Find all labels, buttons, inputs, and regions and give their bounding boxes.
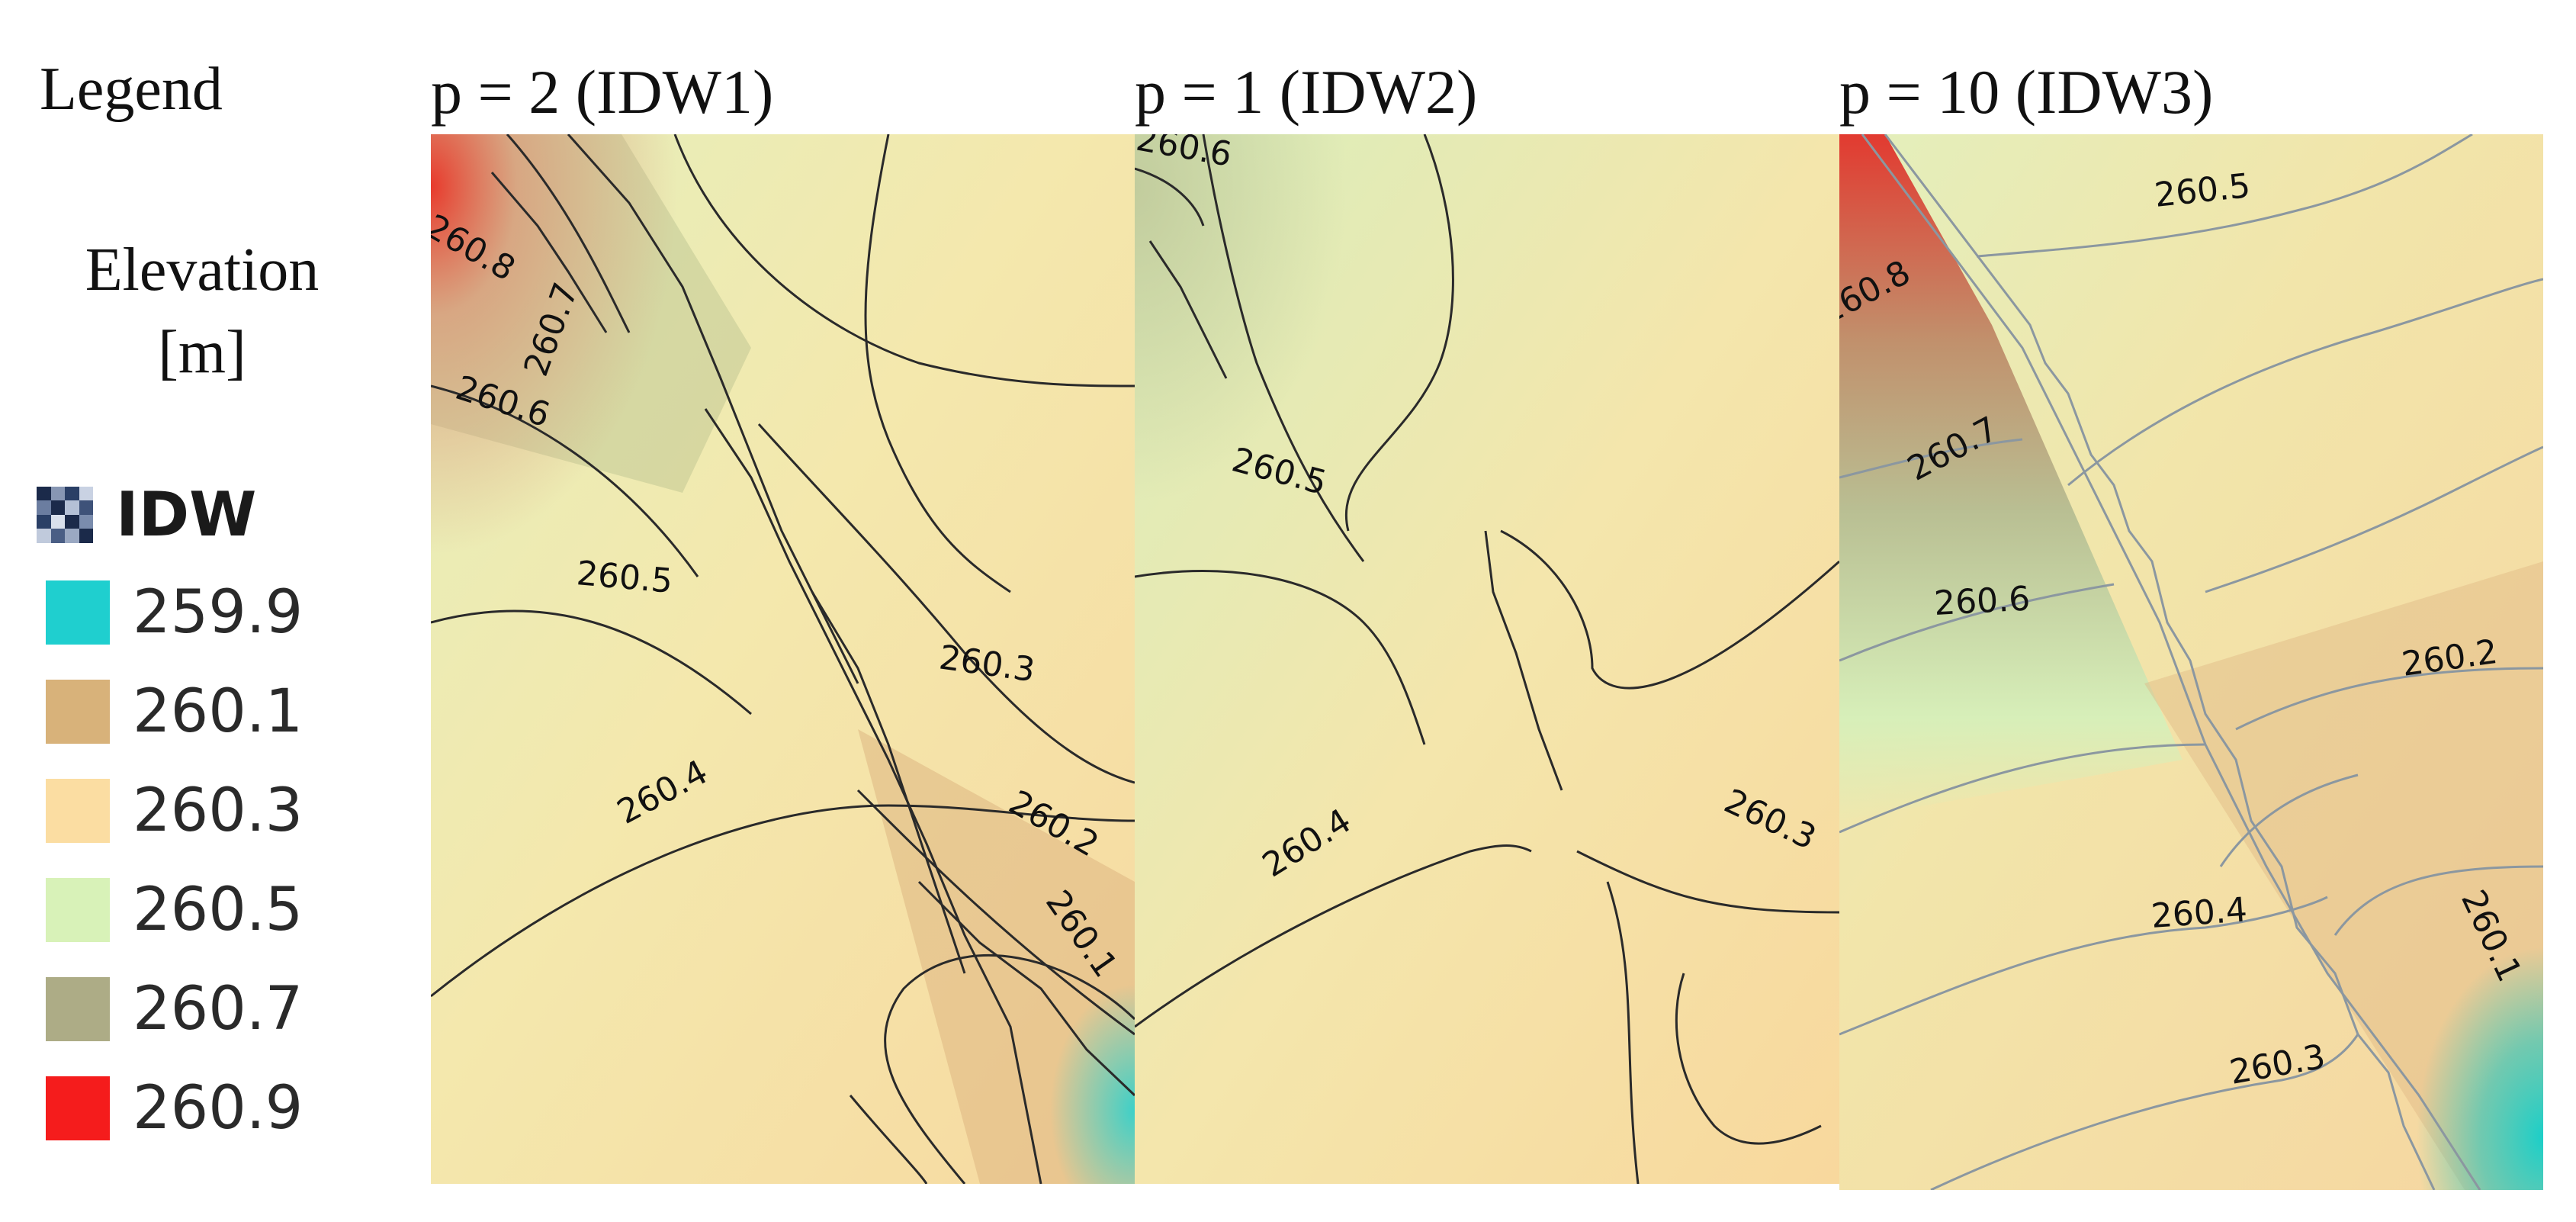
legend-swatch <box>46 1076 110 1140</box>
legend-item: 260.1 <box>46 677 303 746</box>
contour-label: 260.4 <box>2150 890 2248 936</box>
legend-item-label: 259.9 <box>133 578 304 647</box>
panel-title-idw2: p = 1 (IDW2) <box>1135 57 1478 127</box>
legend-heading: Legend <box>40 56 223 123</box>
contour-lines <box>1839 134 2543 1190</box>
contour-label: 260.6 <box>1933 579 2031 623</box>
legend-layer: IDW <box>37 479 256 550</box>
legend-item-label: 260.9 <box>133 1074 304 1143</box>
map-panel-idw3: 260.5 260.8 260.7 260.6 260.2 260.4 260.… <box>1839 134 2543 1190</box>
panel-title-idw1: p = 2 (IDW1) <box>431 57 774 127</box>
contour-lines <box>431 134 1135 1184</box>
legend-item-label: 260.3 <box>133 777 304 845</box>
legend-item: 260.5 <box>46 876 303 944</box>
legend-item: 259.9 <box>46 578 303 647</box>
legend-swatch <box>46 977 110 1041</box>
legend-item: 260.7 <box>46 975 303 1044</box>
legend-item-label: 260.7 <box>133 975 304 1044</box>
legend-swatch <box>46 878 110 942</box>
panel-title-idw3: p = 10 (IDW3) <box>1839 57 2214 127</box>
contour-lines <box>1135 134 1839 1184</box>
legend-item-label: 260.5 <box>133 876 304 944</box>
legend-swatch <box>46 680 110 744</box>
raster-zone <box>1135 134 1839 1184</box>
legend-layer-label: IDW <box>116 479 257 550</box>
contour-label: 260.5 <box>575 554 674 601</box>
legend-swatch <box>46 779 110 843</box>
legend-subtitle: Elevation [m] <box>85 236 320 386</box>
raster-layer-icon <box>37 486 93 543</box>
legend-item: 260.3 <box>46 777 303 845</box>
legend-item-label: 260.1 <box>133 677 304 746</box>
map-panel-idw2: 260.6 260.5 260.4 260.3 <box>1135 134 1839 1184</box>
raster-zone <box>431 134 1135 1184</box>
map-panel-idw1: 260.8 260.7 260.6 260.5 260.3 260.4 260.… <box>431 134 1135 1184</box>
legend-item: 260.9 <box>46 1074 303 1143</box>
legend-swatch <box>46 580 110 645</box>
